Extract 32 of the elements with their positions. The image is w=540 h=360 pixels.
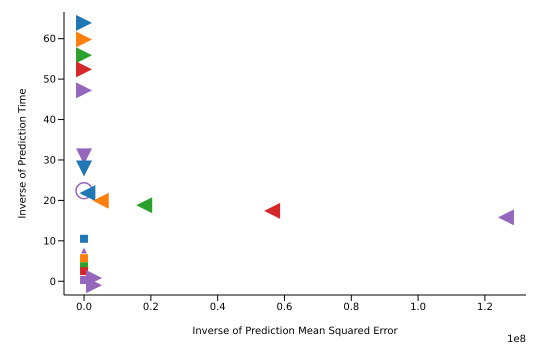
y-tick-label: 50: [43, 74, 56, 86]
x-tick-label: 0.6: [276, 302, 292, 314]
point: [498, 209, 514, 226]
point: [79, 185, 96, 202]
x-tick-label: 0.2: [142, 302, 159, 314]
point: [136, 197, 152, 214]
point: [80, 254, 88, 262]
y-tick-label: 10: [43, 236, 56, 248]
point: [76, 31, 92, 48]
point: [76, 82, 92, 98]
point: [76, 47, 92, 64]
x-tick-label: 1.2: [476, 302, 493, 314]
text: 1e8: [507, 334, 526, 345]
x-tick-label: 0.0: [76, 302, 92, 314]
point: [76, 14, 92, 31]
y-tick-label: 20: [43, 196, 56, 207]
y-tick-label: 40: [43, 115, 56, 126]
point: [75, 182, 93, 200]
point: [76, 61, 92, 78]
y-tick-label: 30: [43, 156, 56, 167]
x-axis-title: Inverse of Prediction Mean Squared Error: [192, 326, 398, 338]
x-tick-label: 0.8: [343, 302, 360, 314]
x-tick-label: 0.4: [210, 302, 226, 314]
y-tick-label: 0: [50, 276, 56, 288]
point: [264, 202, 280, 219]
point: [76, 160, 92, 176]
point: [80, 234, 88, 243]
y-axis-title: Inverse of Prediction Time: [18, 88, 29, 219]
point: [92, 192, 109, 209]
point: [81, 248, 88, 254]
x-tick-label: 1.0: [410, 302, 426, 314]
y-tick-label: 60: [43, 34, 56, 46]
